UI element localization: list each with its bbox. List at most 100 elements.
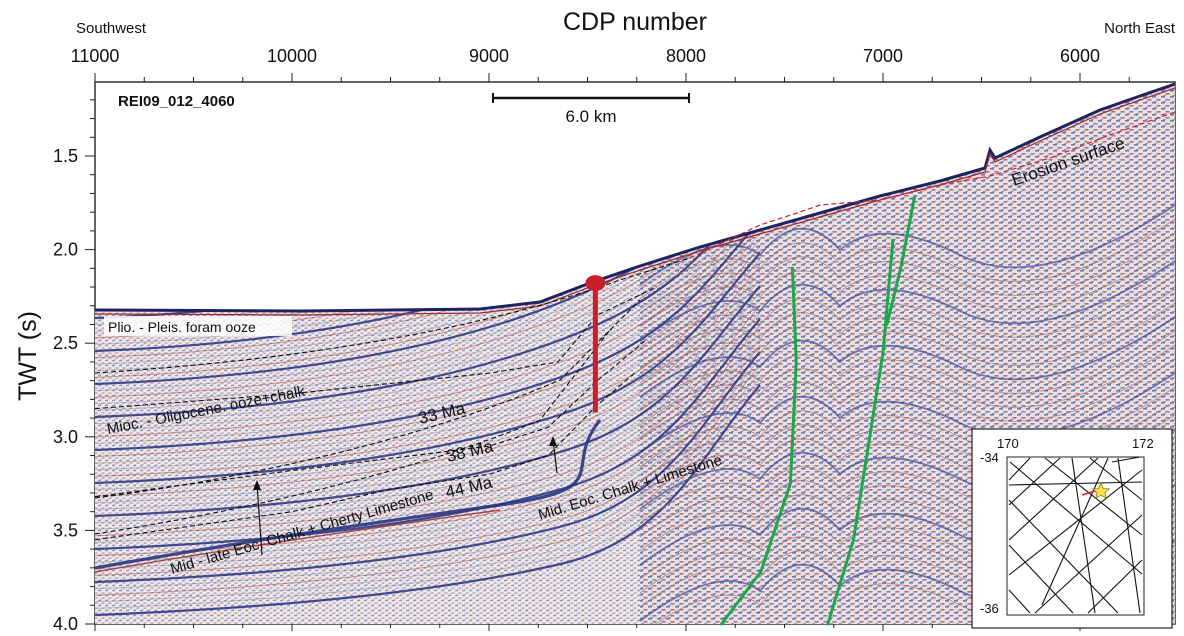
drill-site (585, 275, 606, 413)
reflector (95, 246, 761, 477)
reflector (639, 344, 1175, 426)
survey-line (1111, 456, 1141, 463)
reflector (95, 318, 761, 551)
right-end-label: North East (1104, 20, 1176, 37)
survey-line (1008, 481, 1143, 486)
reflector (95, 509, 501, 573)
survey-line (1034, 514, 1143, 614)
horizon-line (94, 257, 691, 374)
x-tick-label: 11000 (71, 46, 120, 66)
reflector (95, 199, 761, 431)
inset-lon-label-170: 170 (997, 436, 1019, 451)
reflector (95, 219, 761, 452)
reflector (639, 330, 1175, 412)
x-tick-label: 10000 (267, 46, 317, 66)
survey-lines (1008, 456, 1143, 614)
y-tick-label: 3.5 (53, 520, 78, 540)
seafloor-reflector (95, 82, 1175, 313)
unit-label-plio: Plio. - Pleis. foram ooze (108, 319, 256, 335)
thickness-arrows (253, 436, 558, 556)
reflector (639, 358, 1175, 440)
reflector (95, 371, 761, 603)
drill-site-marker (585, 275, 606, 292)
reflector (95, 252, 761, 485)
reflector (95, 338, 761, 570)
inset-lat-label-34: -34 (980, 450, 999, 465)
reflector (95, 419, 602, 570)
scale-bar: 6.0 km (492, 93, 690, 126)
reflector (95, 186, 761, 419)
y-tick-label: 3.0 (53, 427, 78, 447)
y-tick-label: 2.5 (53, 333, 78, 353)
x-axis-top: 11000 10000 9000 8000 7000 6000 (71, 46, 1130, 82)
reflector (639, 302, 1175, 384)
reflector (95, 206, 761, 438)
survey-line (1008, 469, 1143, 576)
inset-lat-label-36: -36 (980, 601, 999, 616)
reflector (95, 292, 761, 524)
reflector (95, 232, 761, 464)
scale-bar-label: 6.0 km (565, 107, 616, 126)
reflector (95, 279, 761, 510)
reflector (95, 312, 761, 543)
reflector (639, 204, 1175, 286)
reflector (95, 358, 761, 590)
survey-line (1008, 589, 1031, 614)
survey-line (1008, 457, 1099, 541)
fault-line (720, 266, 798, 626)
star-icon (1091, 481, 1111, 500)
survey-line (1087, 559, 1143, 614)
line-id-label: REI09_012_4060 (118, 93, 235, 110)
reflector (639, 260, 1175, 342)
reflector (639, 246, 1175, 328)
reflector (95, 259, 761, 491)
reflector (95, 331, 761, 563)
reflector (95, 351, 761, 584)
y-tick-label: 2.0 (53, 240, 78, 260)
survey-line (1089, 457, 1143, 501)
reflector (639, 218, 1175, 300)
reflector (95, 272, 761, 504)
y-axis-title: TWT (s) (14, 311, 42, 401)
seafloor-reflector-red (95, 87, 1175, 316)
label-backdrop (104, 316, 292, 336)
arrow-line (256, 483, 263, 556)
reflector (95, 345, 761, 576)
survey-line (1117, 457, 1141, 614)
arrow-head (549, 436, 557, 446)
x-tick-label: 6000 (1060, 46, 1100, 66)
reflector (639, 232, 1175, 314)
reflector (95, 305, 761, 537)
survey-line (1008, 544, 1074, 614)
survey-line (1008, 457, 1061, 506)
reflector (95, 226, 761, 458)
reflector (95, 384, 761, 617)
reflector (639, 288, 1175, 370)
reflector (95, 239, 761, 471)
x-tick-label: 8000 (666, 46, 706, 66)
fault-line (885, 195, 916, 326)
y-axis: 1.5 2.0 2.5 3.0 3.5 4.0 (53, 99, 95, 634)
fault-lines (720, 195, 916, 626)
horizon-line (94, 329, 611, 535)
survey-line (1044, 457, 1143, 536)
x-tick-label: 9000 (469, 46, 509, 66)
horizon-line (94, 286, 657, 410)
y-tick-label: 4.0 (53, 614, 78, 631)
y-tick-label: 1.5 (53, 146, 78, 166)
reflector (95, 193, 761, 425)
left-end-label: Southwest (76, 20, 147, 37)
fault-line (826, 238, 895, 626)
arrow-head (253, 480, 261, 490)
x-axis-title: CDP number (563, 8, 707, 36)
reflector (95, 378, 761, 609)
erosion-surface-line (689, 111, 1176, 259)
inset-lon-label-172: 172 (1132, 436, 1154, 451)
reflector (639, 316, 1175, 398)
horizon-line (94, 299, 641, 499)
survey-line (1008, 457, 1031, 481)
x-tick-label: 7000 (863, 46, 903, 66)
reflector (639, 274, 1175, 356)
